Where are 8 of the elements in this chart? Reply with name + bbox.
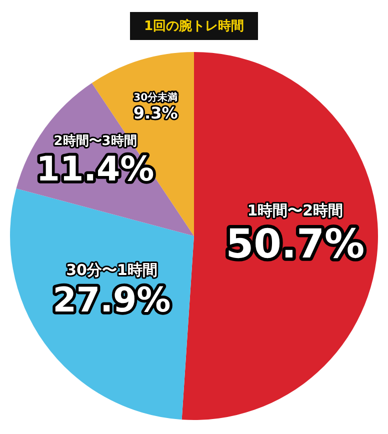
data-label: 9.3%	[133, 103, 178, 122]
slice-label: 30分〜1時間	[66, 261, 158, 280]
data-label: 27.9%	[52, 280, 171, 320]
data-label: 11.4%	[36, 150, 154, 190]
data-label: 50.7%	[226, 221, 365, 268]
slice-label: 1時間〜2時間	[247, 201, 344, 220]
chart-title: 1回の腕トレ時間	[130, 12, 258, 40]
slice-label: 30分未満	[134, 92, 178, 104]
